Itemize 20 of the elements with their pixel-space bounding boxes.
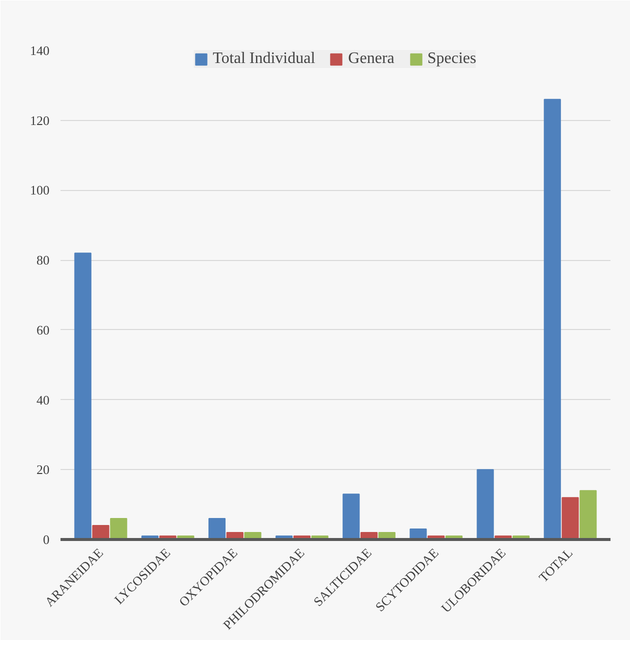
bar bbox=[562, 497, 579, 540]
legend-label: Total Individual bbox=[212, 50, 316, 68]
y-tick-label: 40 bbox=[36, 392, 50, 408]
y-tick-label: 120 bbox=[30, 112, 50, 128]
bar bbox=[110, 518, 128, 540]
bar bbox=[476, 469, 494, 540]
y-tick-label: 0 bbox=[43, 532, 50, 547]
y-tick-label: 100 bbox=[30, 182, 50, 198]
bar bbox=[342, 494, 360, 540]
legend-label: Genera bbox=[348, 50, 394, 68]
bar bbox=[92, 525, 110, 540]
y-tick-label: 20 bbox=[36, 462, 50, 478]
y-tick-label: 140 bbox=[30, 43, 50, 58]
bar bbox=[208, 518, 226, 540]
y-tick-label: 60 bbox=[36, 322, 50, 338]
legend-label: Species bbox=[427, 50, 476, 68]
bar bbox=[74, 252, 92, 540]
bar bbox=[580, 490, 597, 540]
bar bbox=[544, 98, 561, 540]
y-tick-label: 80 bbox=[36, 252, 50, 268]
